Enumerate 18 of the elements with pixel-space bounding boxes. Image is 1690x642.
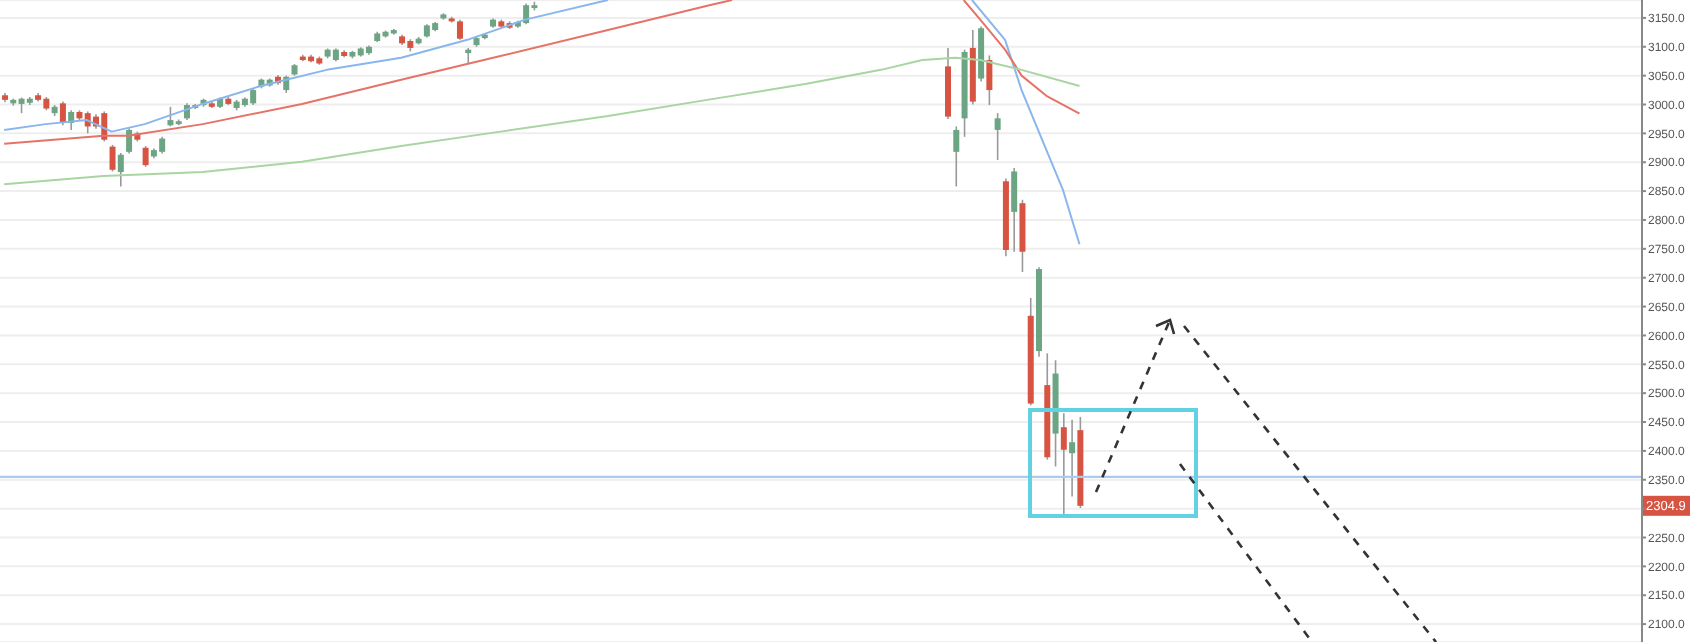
candlestick [59,100,66,127]
candlestick [986,54,993,106]
candlestick [994,112,1001,161]
candlestick [126,127,133,155]
candlestick [953,125,960,188]
line-series [3,0,734,145]
candlestick [167,106,174,128]
candlestick [1069,418,1076,498]
line-series [962,0,1081,115]
candlestick [1060,412,1067,518]
candlestick [142,145,149,168]
candlestick [1011,167,1018,253]
line-series [970,0,1081,246]
line-series [3,0,609,133]
candlestick [117,152,124,188]
candlestick [456,18,463,41]
candlestick [109,144,116,173]
line-series [3,56,1081,186]
